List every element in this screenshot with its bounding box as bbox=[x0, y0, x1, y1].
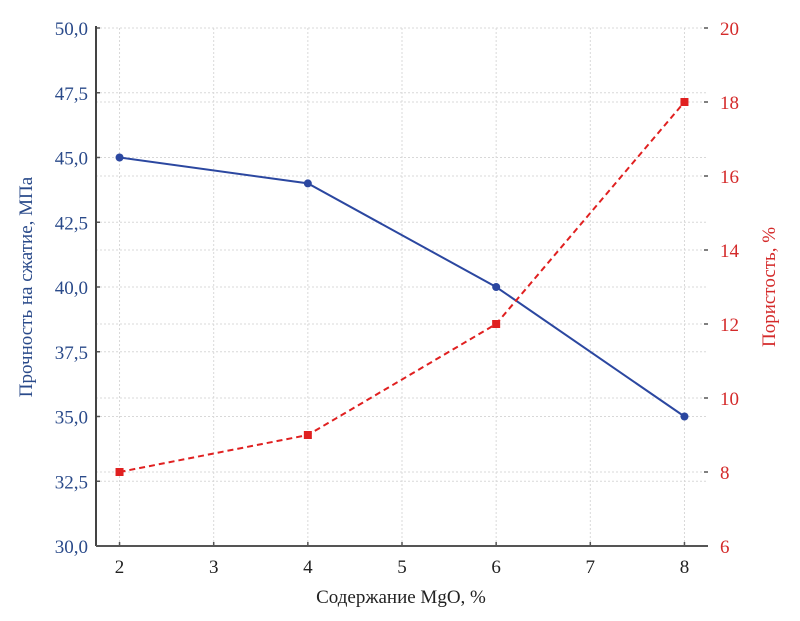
y-tick-label: 35,0 bbox=[55, 408, 88, 429]
porosity-line bbox=[119, 101, 686, 473]
y2-tick-label: 14 bbox=[720, 241, 740, 262]
x-tick-label: 7 bbox=[586, 557, 596, 578]
y-tick-label: 42,5 bbox=[55, 213, 88, 234]
porosity-point bbox=[115, 468, 124, 476]
y2-tick-label: 18 bbox=[720, 93, 739, 114]
y-tick-label: 40,0 bbox=[55, 278, 88, 299]
y2-tick-label: 20 bbox=[720, 19, 739, 40]
y-tick-label: 32,5 bbox=[55, 472, 88, 493]
strength-point bbox=[680, 412, 689, 421]
porosity-point bbox=[303, 431, 312, 439]
y-tick-label: 37,5 bbox=[55, 343, 88, 364]
strength-line bbox=[119, 156, 686, 418]
y2-tick-label: 10 bbox=[720, 389, 739, 410]
y2-axis-label: Пористость, % bbox=[759, 227, 780, 347]
porosity-point bbox=[492, 320, 501, 328]
x-tick-label: 3 bbox=[209, 557, 219, 578]
strength-point bbox=[492, 283, 501, 291]
y-tick-label: 30,0 bbox=[55, 537, 88, 558]
grid bbox=[96, 27, 708, 546]
tick-labels: 2 3 4 5 6 7 8 30,0 32,5 35,0 37,5 40,0 42,5 45,0 47,5 5… bbox=[55, 19, 740, 578]
y-tick-label: 50,0 bbox=[55, 19, 88, 40]
x-axis-label: Содержание MgO, % bbox=[316, 587, 486, 608]
strength-point bbox=[303, 179, 312, 188]
x-tick-label: 5 bbox=[397, 557, 407, 578]
porosity-point bbox=[680, 98, 689, 106]
x-tick-label: 6 bbox=[491, 557, 501, 578]
y2-tick-label: 6 bbox=[720, 537, 730, 558]
x-tick-label: 4 bbox=[303, 557, 313, 578]
y2-tick-label: 16 bbox=[720, 167, 739, 188]
series bbox=[115, 98, 689, 476]
y-axis-label: Прочность на сжатие, МПа bbox=[16, 176, 37, 397]
y2-tick-label: 8 bbox=[720, 463, 730, 484]
strength-point bbox=[115, 153, 124, 162]
axes bbox=[95, 26, 708, 547]
y2-tick-label: 12 bbox=[720, 315, 739, 336]
y-tick-label: 45,0 bbox=[55, 149, 88, 170]
x-tick-label: 8 bbox=[680, 557, 690, 578]
x-tick-label: 2 bbox=[115, 557, 125, 578]
y-tick-label: 47,5 bbox=[55, 84, 88, 105]
